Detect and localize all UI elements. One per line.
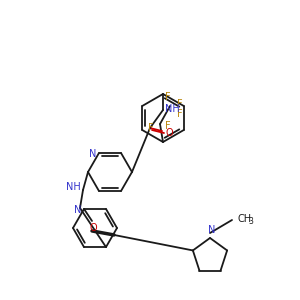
Text: N: N <box>74 205 82 215</box>
Text: F: F <box>165 121 171 131</box>
Text: O: O <box>165 128 173 138</box>
Text: F: F <box>177 99 183 109</box>
Text: NH: NH <box>66 182 80 192</box>
Text: F: F <box>177 109 183 119</box>
Text: F: F <box>165 92 171 102</box>
Text: 3: 3 <box>248 218 253 226</box>
Text: F: F <box>148 123 154 133</box>
Text: N: N <box>89 149 97 159</box>
Text: CH: CH <box>237 214 251 224</box>
Text: N: N <box>208 225 216 235</box>
Text: NH: NH <box>165 104 179 114</box>
Text: O: O <box>89 223 97 233</box>
